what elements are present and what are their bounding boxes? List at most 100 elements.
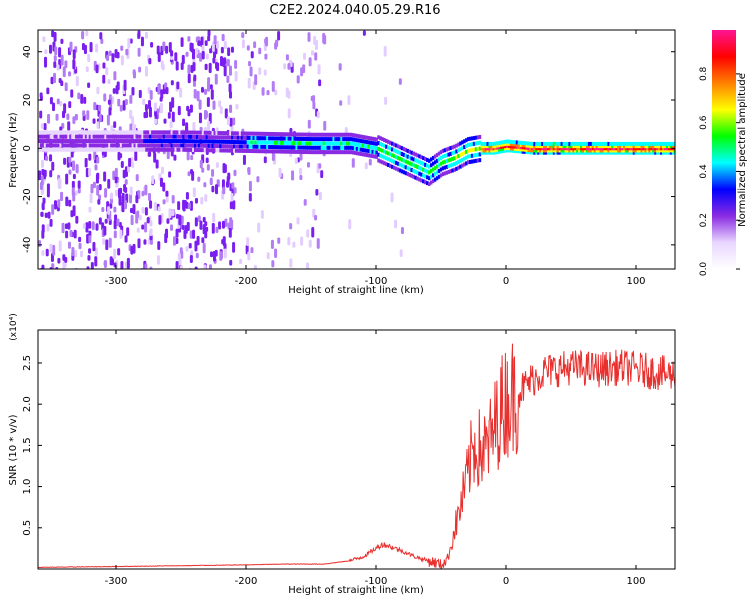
heatmap-cell (66, 113, 70, 120)
heatmap-cell (145, 66, 149, 77)
heatmap-cell (617, 146, 620, 151)
heatmap-cell (50, 76, 54, 85)
heatmap-cell (142, 98, 146, 106)
heatmap-cell (322, 141, 326, 146)
heatmap-cell (283, 145, 287, 150)
heatmap-cell (211, 169, 215, 177)
heatmap-cell (272, 149, 275, 154)
heatmap-cell (236, 148, 240, 153)
heatmap-cell (406, 172, 410, 177)
heatmap-cell (151, 143, 154, 148)
heatmap-cell (194, 217, 198, 227)
heatmap-cell (463, 162, 466, 167)
heatmap-cell (285, 140, 289, 145)
heatmap-cell (178, 143, 181, 148)
heatmap-cell (582, 146, 585, 151)
heatmap-cell (67, 121, 71, 131)
heatmap-cell (351, 137, 355, 142)
heatmap-cell (86, 233, 90, 244)
heatmap-cell (119, 143, 123, 148)
heatmap-cell (127, 147, 131, 152)
heatmap-cell (45, 248, 49, 257)
heatmap-cell (541, 146, 544, 151)
heatmap-cell (293, 145, 296, 150)
heatmap-cell (258, 136, 261, 141)
heatmap-cell (578, 146, 581, 151)
heatmap-cell (61, 222, 65, 234)
heatmap-cell (488, 148, 491, 153)
heatmap-cell (211, 41, 215, 53)
heatmap-cell (412, 157, 415, 162)
heatmap-cell (277, 237, 281, 244)
heatmap-cell (198, 99, 202, 110)
heatmap-cell (449, 146, 452, 151)
heatmap-cell (266, 89, 270, 96)
heatmap-cell (125, 134, 129, 139)
heatmap-cell (398, 78, 402, 85)
heatmap-cell (305, 132, 308, 137)
heatmap-cell (463, 150, 466, 155)
heatmap-cell (87, 53, 91, 63)
heatmap-cell (172, 130, 176, 135)
heatmap-cell (509, 142, 513, 147)
heatmap-cell (69, 229, 73, 238)
heatmap-cell (53, 130, 57, 135)
heatmap-cell (340, 137, 343, 142)
heatmap-cell (605, 144, 608, 149)
heatmap-cell (69, 139, 72, 144)
heatmap-cell (119, 130, 123, 135)
heatmap-cell (215, 139, 218, 144)
heatmap-cell (299, 136, 302, 141)
heatmap-cell (65, 130, 68, 135)
heatmap-cell (82, 223, 86, 229)
heatmap-cell (55, 139, 59, 144)
heatmap-cell (151, 175, 155, 185)
heatmap-cell (271, 260, 275, 268)
heatmap-cell (213, 143, 216, 148)
heatmap-cell (308, 57, 312, 67)
heatmap-cell (437, 151, 441, 156)
heatmap-cell (147, 134, 150, 139)
heatmap-cell (490, 148, 493, 153)
heatmap-cell (640, 141, 644, 146)
heatmap-cell (57, 199, 61, 208)
heatmap-cell (166, 143, 170, 148)
heatmap-cell (182, 139, 185, 144)
heatmap-cell (258, 131, 261, 136)
heatmap-cell (486, 144, 489, 149)
heatmap-cell (363, 143, 367, 148)
heatmap-cell (240, 131, 244, 136)
heatmap-cell (252, 140, 255, 145)
heatmap-cell (461, 146, 464, 151)
heatmap-cell (621, 150, 624, 155)
heatmap-cell (609, 146, 612, 151)
heatmap-cell (89, 193, 93, 204)
heatmap-cell (297, 145, 300, 150)
heatmap-cell (98, 183, 102, 191)
heatmap-cell (266, 131, 269, 136)
heatmap-cell (346, 137, 349, 142)
heatmap-cell (316, 137, 320, 142)
heatmap-cell (301, 132, 304, 137)
heatmap-cell (523, 143, 527, 148)
heatmap-cell (500, 140, 503, 145)
heatmap-cell (135, 134, 138, 139)
heatmap-cell (197, 139, 201, 144)
heatmap-cell (53, 55, 57, 62)
spectrogram-xlabel: Height of straight line (km) (288, 285, 424, 296)
heatmap-cell (640, 150, 644, 155)
heatmap-cell (558, 146, 562, 151)
heatmap-cell (599, 146, 603, 151)
heatmap-cell (277, 136, 281, 141)
heatmap-cell (203, 135, 207, 140)
heatmap-cell (379, 136, 382, 141)
heatmap-cell (420, 166, 423, 171)
heatmap-cell (135, 143, 138, 148)
heatmap-cell (488, 146, 491, 151)
heatmap-cell (46, 87, 50, 95)
heatmap-cell (128, 157, 132, 167)
heatmap-cell (332, 137, 335, 142)
heatmap-cell (118, 222, 122, 228)
heatmap-cell (294, 157, 298, 165)
heatmap-cell (262, 131, 265, 136)
